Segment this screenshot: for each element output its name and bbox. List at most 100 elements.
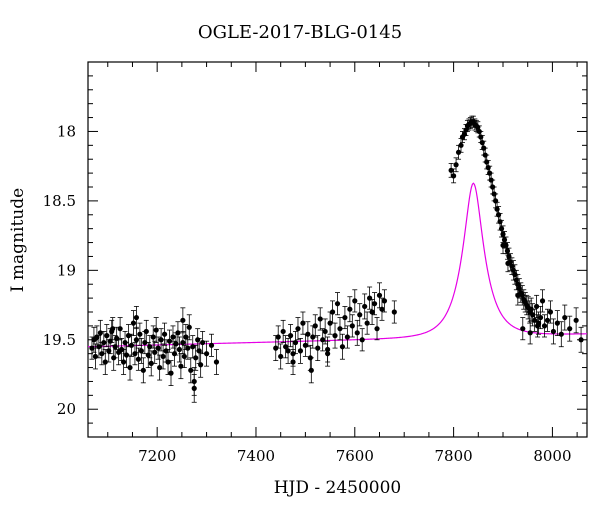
data-marker: [547, 309, 554, 315]
data-marker: [138, 348, 144, 354]
data-marker: [352, 298, 358, 304]
data-point: [308, 357, 314, 384]
data-marker: [158, 337, 164, 343]
data-point: [500, 236, 506, 255]
data-point: [547, 300, 554, 324]
data-point: [213, 349, 220, 375]
data-marker: [312, 323, 318, 329]
y-tick-label: 18: [57, 122, 76, 140]
data-marker: [180, 339, 186, 346]
data-marker: [391, 309, 397, 315]
data-point: [140, 357, 146, 384]
data-marker: [188, 367, 194, 373]
data-marker: [534, 323, 541, 329]
data-marker: [451, 173, 457, 179]
data-point: [376, 282, 383, 309]
data-point: [317, 307, 323, 331]
data-marker: [127, 364, 133, 371]
axis-tick-labels: 7200 7400 7600 7800 8000 18 18.5 19 19.5 20: [43, 122, 572, 465]
data-point: [558, 321, 564, 348]
data-point: [300, 311, 306, 335]
data-point: [374, 317, 380, 341]
data-marker: [302, 342, 308, 348]
data-marker: [300, 320, 306, 326]
data-marker: [357, 312, 363, 318]
data-point: [347, 296, 353, 323]
y-tick-label: 20: [57, 400, 76, 418]
data-marker: [135, 356, 141, 362]
data-marker: [322, 328, 328, 335]
data-marker: [342, 314, 348, 321]
data-point: [322, 318, 328, 345]
data-point: [354, 319, 360, 346]
data-marker: [208, 342, 215, 348]
data-marker: [110, 326, 116, 332]
data-marker: [369, 309, 375, 315]
data-point: [290, 349, 296, 375]
data-marker: [558, 331, 564, 337]
y-tick-label: 19: [57, 261, 76, 279]
data-point: [515, 285, 521, 306]
data-marker: [367, 295, 373, 301]
data-marker: [283, 344, 289, 350]
data-point: [193, 344, 199, 371]
data-marker: [573, 317, 579, 323]
data-marker: [285, 348, 291, 354]
data-point: [150, 325, 156, 349]
data-marker: [359, 337, 365, 343]
data-point: [110, 317, 116, 341]
data-marker: [334, 301, 341, 307]
data-marker: [520, 326, 526, 332]
data-point: [544, 308, 551, 332]
data-marker: [191, 385, 197, 391]
data-marker: [133, 314, 140, 321]
data-points-layer: [89, 115, 584, 403]
data-marker: [534, 303, 540, 310]
data-point: [283, 335, 289, 359]
data-marker: [317, 316, 323, 322]
data-point: [133, 306, 140, 330]
data-marker: [453, 162, 459, 168]
data-marker: [147, 344, 153, 350]
data-point: [155, 336, 161, 360]
data-point: [280, 319, 286, 343]
data-marker: [181, 353, 187, 360]
data-marker: [505, 260, 511, 266]
data-marker: [120, 359, 127, 365]
data-marker: [140, 367, 146, 373]
data-point: [186, 314, 192, 341]
model-curve-layer: [87, 182, 588, 348]
data-marker: [527, 330, 533, 336]
data-marker: [148, 360, 154, 366]
data-marker: [297, 348, 304, 354]
data-marker: [200, 339, 206, 346]
data-point: [352, 289, 358, 313]
data-marker: [562, 314, 568, 321]
data-marker: [97, 330, 103, 336]
data-point: [285, 337, 291, 364]
data-point: [578, 326, 584, 353]
data-marker: [308, 367, 314, 373]
data-point: [297, 337, 304, 364]
data-point: [362, 293, 368, 320]
data-marker: [203, 351, 210, 357]
data-point: [292, 331, 299, 355]
data-marker: [170, 334, 176, 340]
data-point: [381, 289, 388, 313]
data-point: [325, 336, 331, 363]
data-point: [302, 333, 308, 357]
x-tick-label: 7200: [138, 447, 176, 465]
data-point: [130, 310, 137, 337]
data-marker: [180, 317, 186, 323]
data-point: [534, 294, 540, 318]
data-point: [349, 314, 355, 338]
data-marker: [448, 167, 454, 173]
data-marker: [515, 292, 521, 298]
data-marker: [280, 328, 286, 335]
data-point: [101, 331, 107, 355]
data-marker: [325, 346, 331, 353]
data-marker: [150, 334, 156, 340]
data-marker: [550, 328, 557, 335]
data-point: [178, 353, 184, 380]
data-marker: [362, 303, 368, 310]
